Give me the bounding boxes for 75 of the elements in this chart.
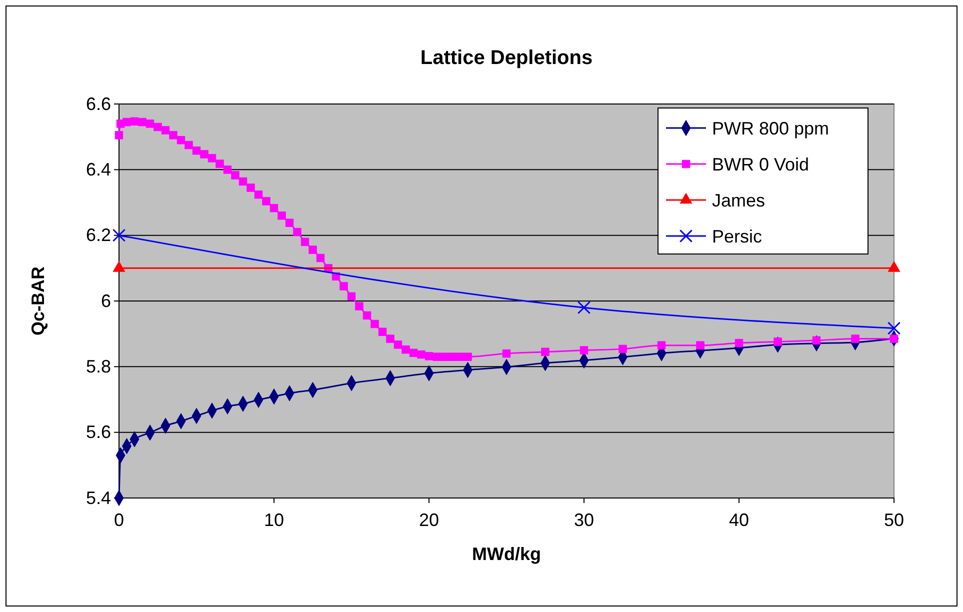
- point: [238, 177, 248, 186]
- chart-title: Lattice Depletions: [420, 47, 593, 69]
- point: [262, 197, 270, 206]
- x-tick-label: 20: [418, 510, 440, 530]
- point: [216, 160, 224, 168]
- point: [154, 122, 162, 132]
- point: [308, 246, 317, 254]
- point: [347, 292, 356, 301]
- point: [293, 228, 302, 236]
- y-tick-label: 6: [100, 290, 111, 311]
- point: [618, 344, 627, 354]
- point: [192, 146, 201, 155]
- point: [223, 166, 232, 174]
- point: [440, 352, 449, 361]
- point: [169, 131, 178, 140]
- legend-label: James: [712, 190, 766, 210]
- y-tick-label: 5.6: [86, 422, 111, 442]
- point: [278, 212, 286, 220]
- y-tick-label: 6.4: [86, 159, 111, 180]
- x-tick-label: 50: [884, 510, 904, 530]
- point: [254, 190, 263, 199]
- point: [246, 184, 255, 192]
- legend-label: PWR 800 ppm: [712, 118, 830, 138]
- point: [887, 322, 901, 335]
- x-axis-title: MWd/kg: [472, 544, 541, 564]
- point: [734, 338, 744, 348]
- point: [200, 150, 208, 158]
- point: [146, 120, 154, 128]
- point: [362, 311, 372, 320]
- point: [696, 341, 704, 350]
- point: [370, 320, 379, 328]
- point: [456, 352, 464, 361]
- point: [812, 336, 821, 345]
- point: [184, 140, 193, 150]
- point: [409, 348, 418, 357]
- y-tick-label: 6.2: [86, 225, 111, 246]
- point: [657, 341, 666, 350]
- point: [432, 352, 441, 361]
- point: [541, 348, 550, 356]
- point: [114, 131, 124, 140]
- point: [300, 238, 310, 246]
- point: [285, 218, 294, 227]
- point: [386, 334, 394, 343]
- point: [122, 118, 131, 126]
- point: [176, 136, 186, 144]
- y-axis-title: Qc-BAR: [28, 266, 48, 336]
- point: [161, 126, 170, 134]
- point: [502, 349, 511, 358]
- point: [580, 346, 588, 354]
- point: [378, 328, 387, 336]
- point: [448, 352, 456, 361]
- point: [402, 345, 410, 354]
- point: [316, 254, 325, 262]
- point: [355, 302, 364, 310]
- y-tick-label: 5.8: [86, 356, 111, 376]
- point: [464, 352, 472, 361]
- point: [417, 350, 426, 359]
- legend-label: Persic: [712, 226, 762, 246]
- x-tick-label: 0: [114, 510, 124, 530]
- point: [138, 118, 146, 126]
- point: [340, 282, 348, 290]
- y-tick-label: 6.6: [86, 94, 111, 114]
- point: [577, 301, 591, 314]
- legend-label: BWR 0 Void: [712, 154, 810, 174]
- point: [208, 154, 216, 162]
- point: [424, 352, 434, 360]
- y-tick-label: 5.4: [86, 488, 111, 508]
- point: [270, 204, 278, 212]
- point: [130, 117, 139, 126]
- point: [394, 340, 402, 349]
- point: [231, 171, 240, 180]
- point: [112, 228, 126, 242]
- x-tick-label: 30: [574, 510, 594, 530]
- x-tick-label: 10: [264, 510, 284, 530]
- x-tick-label: 40: [728, 510, 750, 530]
